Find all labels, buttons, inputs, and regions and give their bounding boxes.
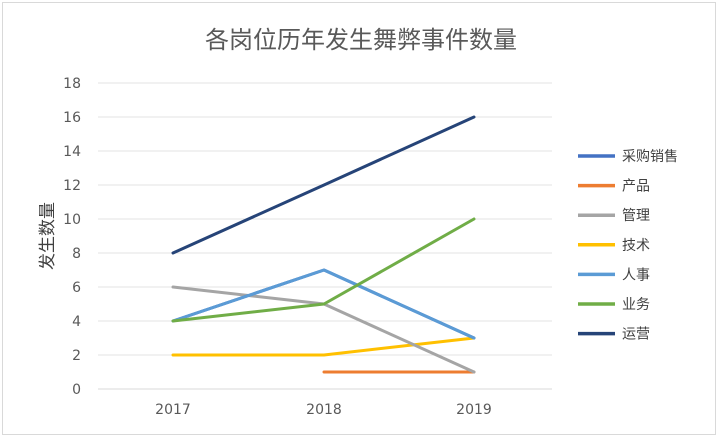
y-tick-label: 0 xyxy=(72,382,81,398)
y-tick-label: 8 xyxy=(72,246,81,262)
y-tick-labels: 0 2 4 6 8 10 12 14 16 18 xyxy=(63,76,81,398)
y-tick-label: 14 xyxy=(63,144,81,160)
x-tick-labels: 2017 2018 2019 xyxy=(155,402,492,418)
series-line-7 xyxy=(171,115,476,255)
legend-label: 管理 xyxy=(622,208,650,224)
y-tick-label: 4 xyxy=(72,314,81,330)
legend-label: 采购销售 xyxy=(622,149,678,165)
gridlines xyxy=(98,82,552,390)
y-tick-label: 6 xyxy=(72,280,81,296)
x-tick-label: 2017 xyxy=(155,402,191,418)
y-tick-label: 2 xyxy=(72,348,81,364)
y-axis-label: 发生数量 xyxy=(38,202,58,270)
series-line-5 xyxy=(171,268,476,340)
y-tick-label: 12 xyxy=(63,178,81,194)
legend-label: 人事 xyxy=(622,267,650,283)
legend-label: 技术 xyxy=(622,238,650,254)
y-tick-label: 18 xyxy=(63,76,81,92)
y-tick-label: 16 xyxy=(63,110,81,126)
legend-label: 产品 xyxy=(622,179,650,195)
legend-label: 业务 xyxy=(622,297,650,313)
y-tick-label: 10 xyxy=(63,212,81,228)
x-tick-label: 2019 xyxy=(456,402,492,418)
series-line-6 xyxy=(171,217,476,323)
chart-title: 各岗位历年发生舞弊事件数量 xyxy=(205,26,517,54)
series-lines xyxy=(171,115,476,374)
series-line-4 xyxy=(171,336,476,357)
legend-label: 运营 xyxy=(622,327,650,343)
x-tick-label: 2018 xyxy=(306,402,342,418)
series-line-3 xyxy=(171,285,476,374)
